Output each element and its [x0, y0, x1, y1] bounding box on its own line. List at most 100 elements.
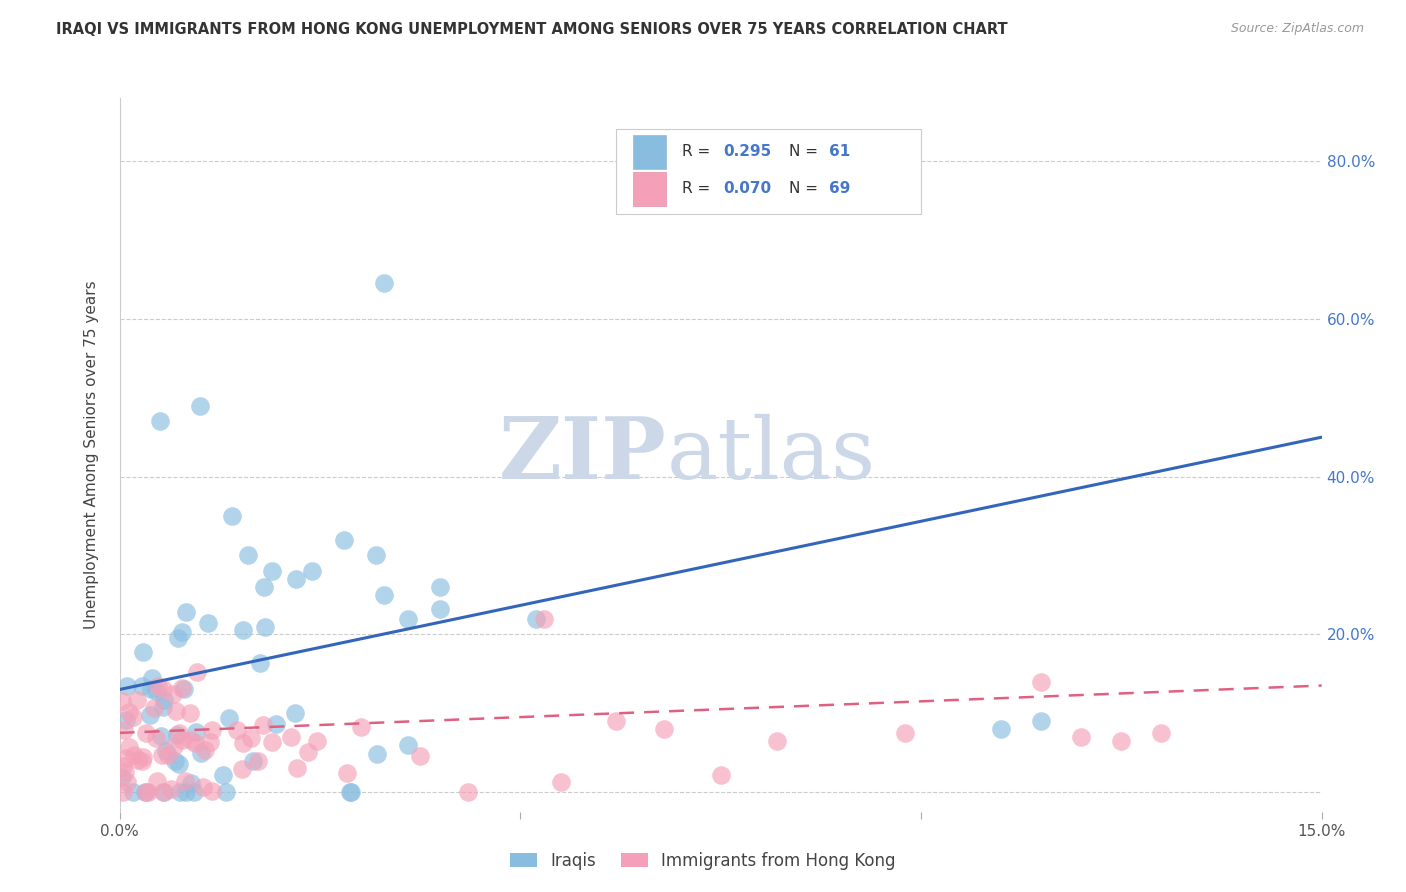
Point: [179, 706, 201, 720]
Point: [990, 722, 1012, 736]
Point: [165, 704, 187, 718]
Point: [709, 768, 731, 782]
Point: [183, 785, 205, 799]
Point: [284, 572, 307, 586]
Point: [194, 743, 217, 757]
Point: [170, 625, 193, 640]
Point: [1070, 730, 1092, 744]
Text: N =: N =: [789, 145, 823, 159]
Point: [174, 606, 197, 620]
Text: R =: R =: [682, 145, 716, 159]
Point: [218, 711, 240, 725]
Point: [364, 549, 387, 563]
Point: [201, 723, 224, 737]
Point: [242, 754, 264, 768]
Point: [148, 679, 170, 693]
Point: [350, 720, 373, 734]
Point: [225, 723, 247, 737]
Point: [152, 699, 174, 714]
Point: [136, 785, 159, 799]
Point: [131, 645, 153, 659]
Point: [134, 785, 156, 799]
Point: [146, 774, 169, 789]
Point: [162, 687, 184, 701]
Point: [176, 785, 198, 799]
Point: [186, 665, 208, 679]
Point: [1029, 714, 1052, 728]
Y-axis label: Unemployment Among Seniors over 75 years: Unemployment Among Seniors over 75 years: [84, 281, 98, 629]
Point: [232, 623, 254, 637]
Point: [221, 509, 243, 524]
Point: [307, 733, 329, 747]
Point: [150, 729, 173, 743]
Point: [152, 785, 174, 799]
Point: [264, 717, 287, 731]
Point: [301, 564, 323, 578]
Point: [283, 706, 305, 720]
Bar: [633, 171, 666, 206]
Point: [163, 754, 186, 768]
Point: [173, 682, 195, 697]
Point: [408, 749, 430, 764]
Point: [236, 549, 259, 563]
Point: [118, 740, 141, 755]
Point: [240, 731, 263, 745]
Point: [249, 657, 271, 671]
Point: [232, 736, 254, 750]
Point: [254, 620, 277, 634]
Point: [132, 749, 155, 764]
Point: [550, 774, 572, 789]
Point: [366, 747, 388, 761]
Point: [373, 277, 395, 291]
Point: [188, 399, 211, 413]
Point: [190, 746, 212, 760]
Point: [115, 713, 138, 727]
Point: [115, 679, 138, 693]
Point: [1150, 726, 1173, 740]
Point: [166, 632, 188, 646]
Point: [131, 679, 153, 693]
Point: [339, 785, 361, 799]
Point: [172, 681, 194, 695]
Point: [215, 785, 238, 799]
Point: [396, 738, 419, 752]
Point: [111, 770, 134, 784]
Text: N =: N =: [789, 181, 823, 196]
Point: [112, 785, 135, 799]
Point: [115, 751, 138, 765]
Point: [765, 733, 787, 747]
Text: IRAQI VS IMMIGRANTS FROM HONG KONG UNEMPLOYMENT AMONG SENIORS OVER 75 YEARS CORR: IRAQI VS IMMIGRANTS FROM HONG KONG UNEMP…: [56, 22, 1008, 37]
Point: [333, 533, 356, 547]
Point: [115, 774, 138, 789]
Point: [122, 710, 145, 724]
Text: R =: R =: [682, 181, 716, 196]
Point: [184, 724, 207, 739]
Point: [139, 682, 162, 697]
Point: [174, 774, 197, 789]
Point: [373, 588, 395, 602]
Point: [201, 784, 224, 798]
Text: 0.070: 0.070: [723, 181, 770, 196]
Bar: [633, 135, 666, 169]
Point: [654, 722, 676, 736]
Point: [125, 693, 148, 707]
Point: [111, 694, 134, 708]
Text: 0.295: 0.295: [723, 145, 772, 159]
Point: [197, 616, 219, 631]
Point: [280, 731, 302, 745]
Point: [166, 728, 188, 742]
Point: [894, 726, 917, 740]
Point: [1111, 733, 1133, 747]
Point: [336, 766, 359, 780]
Point: [150, 747, 173, 762]
Point: [156, 747, 179, 762]
Point: [131, 754, 153, 768]
Point: [112, 723, 135, 738]
Point: [127, 753, 149, 767]
Point: [155, 744, 177, 758]
Text: Source: ZipAtlas.com: Source: ZipAtlas.com: [1230, 22, 1364, 36]
Point: [145, 683, 167, 698]
Text: ZIP: ZIP: [499, 413, 666, 497]
Point: [145, 731, 167, 745]
Point: [170, 732, 193, 747]
